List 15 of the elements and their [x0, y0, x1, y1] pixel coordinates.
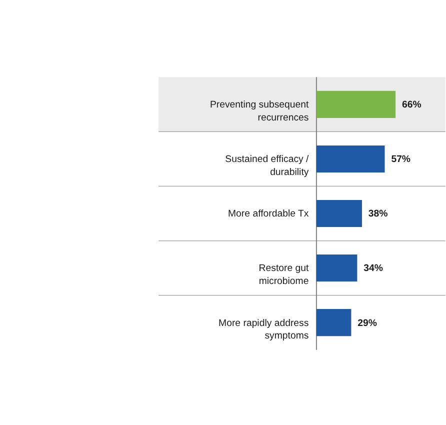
data-label: 29%	[358, 318, 378, 329]
bar	[316, 309, 352, 336]
y-tick-label: More rapidly address symptoms	[218, 318, 309, 342]
data-label: 66%	[402, 100, 422, 111]
y-tick-label: Restore gut microbiome	[258, 263, 310, 288]
data-label: 38%	[368, 208, 388, 220]
bar	[316, 145, 385, 173]
data-label: 57%	[391, 154, 411, 166]
bar	[316, 200, 362, 228]
y-tick-label: More affordable Tx	[228, 208, 309, 220]
y-tick-label: Preventing subsequent recurrences	[210, 100, 310, 124]
y-tick-label: Sustained efficacy / durability	[225, 154, 310, 178]
bar	[316, 90, 396, 118]
data-label: 34%	[364, 263, 384, 274]
bar	[316, 254, 358, 282]
